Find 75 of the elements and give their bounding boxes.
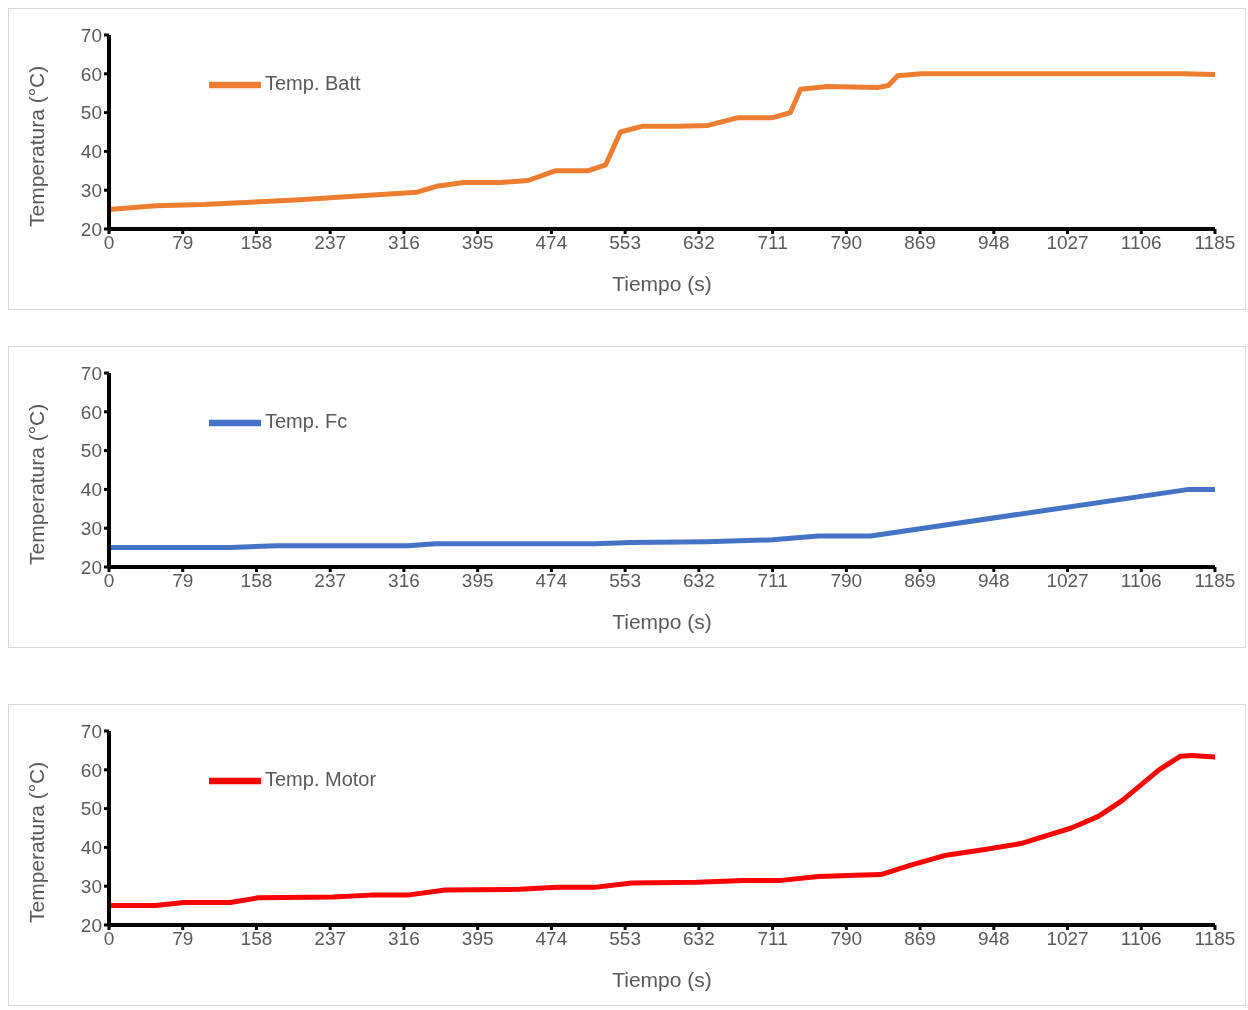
x-tick-label: 158 [240,928,273,950]
x-tick-label: 316 [388,232,420,254]
x-tick-label: 1027 [1046,232,1089,254]
x-tick-label: 869 [904,232,936,254]
y-tick-label: 30 [80,179,102,201]
x-tick-label: 474 [535,570,568,592]
x-tick-label: 158 [240,232,273,254]
legend-label: Temp. Fc [265,410,348,433]
x-tick-label: 632 [683,232,715,254]
y-tick-label: 70 [80,362,102,384]
y-tick-label: 30 [80,875,102,897]
x-tick-label: 158 [240,570,273,592]
y-tick-label: 60 [80,63,102,85]
x-tick-label: 1185 [1194,570,1236,592]
x-tick-label: 237 [314,928,347,950]
y-tick-label: 50 [80,440,102,462]
x-tick-label: 869 [904,570,936,592]
legend-label: Temp. Motor [265,768,377,791]
x-tick-label: 237 [314,570,347,592]
x-tick-label: 0 [103,928,115,950]
y-tick-label: 30 [80,517,102,539]
x-axis-title: Tiempo (s) [612,610,712,633]
x-tick-label: 316 [388,928,420,950]
x-tick-label: 1185 [1194,928,1236,950]
x-tick-label: 79 [172,232,194,254]
x-tick-label: 237 [314,232,347,254]
x-tick-label: 948 [977,928,1010,950]
x-tick-label: 711 [757,570,788,592]
x-tick-label: 1027 [1046,928,1089,950]
x-tick-label: 553 [609,928,641,950]
y-tick-label: 50 [80,102,102,124]
x-tick-label: 553 [609,232,641,254]
y-tick-label: 40 [80,479,102,501]
x-tick-label: 0 [103,232,115,254]
x-tick-label: 395 [461,570,494,592]
x-tick-label: 79 [172,570,194,592]
x-tick-label: 0 [103,570,115,592]
y-tick-label: 20 [80,218,102,240]
y-tick-label: 40 [80,837,102,859]
x-tick-label: 948 [977,232,1010,254]
legend-label: Temp. Batt [265,72,361,95]
y-axis-title: Temperatura (°C) [25,65,49,227]
y-tick-label: 50 [80,798,102,820]
x-tick-label: 1106 [1120,928,1162,950]
y-axis-title: Temperatura (°C) [25,403,49,565]
x-axis-title: Tiempo (s) [612,272,712,295]
y-tick-label: 20 [80,914,102,936]
x-tick-label: 1027 [1046,570,1089,592]
y-axis-title: Temperatura (°C) [25,761,49,923]
x-tick-label: 1106 [1120,232,1162,254]
x-tick-label: 869 [904,928,936,950]
x-tick-label: 316 [388,570,420,592]
x-tick-label: 632 [683,928,715,950]
x-tick-label: 474 [535,232,568,254]
x-tick-label: 790 [830,570,863,592]
y-tick-label: 60 [80,401,102,423]
y-tick-label: 70 [80,24,102,46]
x-tick-label: 474 [535,928,568,950]
x-tick-label: 553 [609,570,641,592]
y-tick-label: 70 [80,720,102,742]
x-tick-label: 395 [461,232,494,254]
x-tick-label: 948 [977,570,1010,592]
x-axis-title: Tiempo (s) [612,968,712,991]
x-tick-label: 632 [683,570,715,592]
x-tick-label: 395 [461,928,494,950]
x-tick-label: 790 [830,232,863,254]
y-tick-label: 40 [80,141,102,163]
y-tick-label: 60 [80,759,102,781]
x-tick-label: 711 [757,928,788,950]
x-tick-label: 79 [172,928,194,950]
y-tick-label: 20 [80,556,102,578]
x-tick-label: 790 [830,928,863,950]
x-tick-label: 711 [757,232,788,254]
x-tick-label: 1185 [1194,232,1236,254]
x-tick-label: 1106 [1120,570,1162,592]
